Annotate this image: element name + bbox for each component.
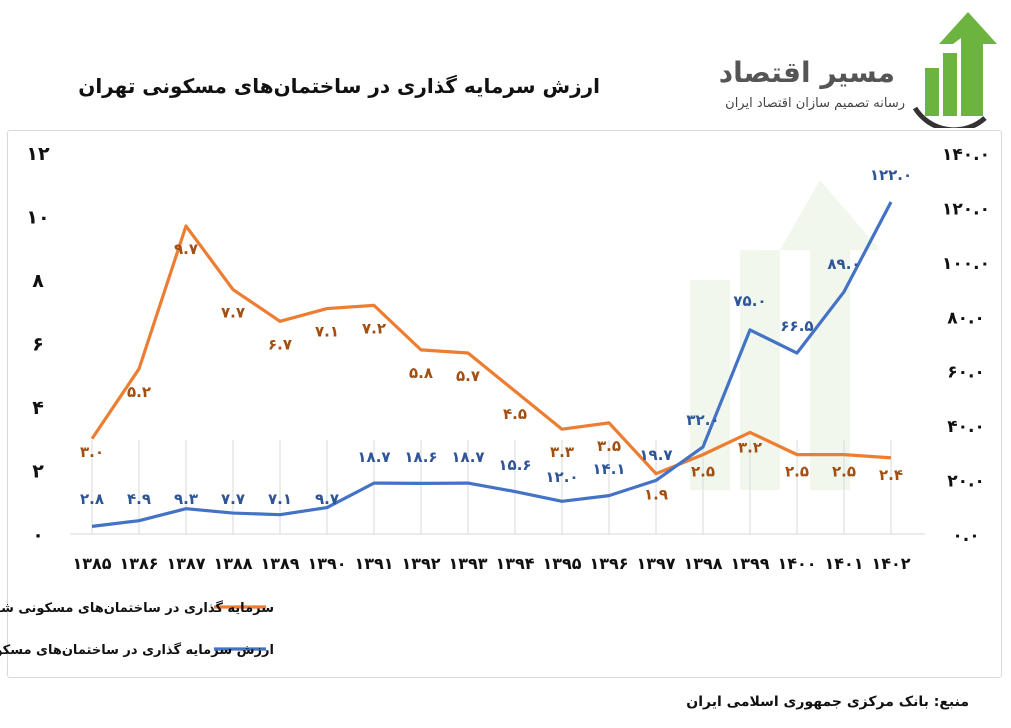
data-label: ۳۲.۰ <box>686 411 719 429</box>
x-tick-label: ۱۳۹۵ <box>542 554 581 573</box>
data-label: ۱۲.۰ <box>545 468 578 486</box>
data-label: ۷۵.۰ <box>733 292 766 310</box>
y-left-tick-label: ۶ <box>32 334 44 356</box>
data-label: ۷.۱ <box>315 323 339 341</box>
chart-frame <box>7 130 1002 678</box>
y-right-tick-label: ۱۴۰.۰ <box>942 145 990 165</box>
logo-name: مسیر اقتصاد <box>718 56 895 89</box>
data-label: ۴.۵ <box>503 405 527 423</box>
data-label: ۶.۷ <box>268 335 292 353</box>
y-right-tick-label: ۱۰۰.۰ <box>942 254 990 274</box>
legend-label: ارزش سرمایه گذاری در ساختمان‌های مسکونی … <box>0 642 274 658</box>
data-label: ۹.۷ <box>174 240 198 258</box>
data-label: ۵.۷ <box>456 367 480 385</box>
data-label: ۱۸.۷ <box>357 448 390 466</box>
data-label: ۹.۳ <box>174 490 198 508</box>
data-label: ۲.۵ <box>785 463 809 481</box>
y-right-tick-label: ۲۰.۰ <box>947 472 985 492</box>
legend-label: سرمایه گذاری در ساختمان‌های مسکونی شهری … <box>0 600 274 616</box>
data-label: ۵.۲ <box>127 383 151 401</box>
x-tick-label: ۱۳۸۸ <box>213 554 252 573</box>
x-tick-label: ۱۳۹۶ <box>589 554 628 573</box>
x-tick-label: ۱۳۹۳ <box>448 554 487 573</box>
data-label: ۷.۷ <box>221 490 245 508</box>
x-tick-label: ۱۴۰۱ <box>824 554 863 573</box>
x-tick-label: ۱۳۹۸ <box>683 554 722 573</box>
data-label: ۳.۲ <box>738 438 762 456</box>
data-label: ۷.۲ <box>362 319 386 337</box>
x-tick-label: ۱۳۹۱ <box>354 554 393 573</box>
x-tick-label: ۱۳۹۰ <box>307 554 346 573</box>
data-label: ۲.۵ <box>832 463 856 481</box>
x-tick-label: ۱۳۹۹ <box>730 554 769 573</box>
y-right-tick-label: ۸۰.۰ <box>947 308 985 328</box>
data-label: ۱۲۲.۰ <box>870 166 912 184</box>
x-tick-label: ۱۳۸۷ <box>166 554 205 573</box>
data-label: ۳.۵ <box>597 437 621 455</box>
y-left-tick-label: ۸ <box>32 270 44 292</box>
data-label: ۱.۹ <box>644 486 668 504</box>
source-note: منبع: بانک مرکزی جمهوری اسلامی ایران <box>686 694 969 710</box>
data-label: ۶۶.۵ <box>780 317 813 335</box>
data-label: ۲.۵ <box>691 463 715 481</box>
data-label: ۵.۸ <box>409 364 433 382</box>
logo-icon <box>912 12 997 133</box>
x-tick-label: ۱۴۰۰ <box>777 554 816 573</box>
data-label: ۱۸.۷ <box>451 448 484 466</box>
data-label: ۲.۴ <box>879 466 903 484</box>
x-tick-label: ۱۳۹۲ <box>401 554 440 573</box>
logo-tagline: رسانه تصمیم سازان اقتصاد ایران <box>725 96 905 111</box>
y-right-tick-label: ۰.۰ <box>952 526 979 546</box>
data-label: ۷.۷ <box>221 304 245 322</box>
x-tick-label: ۱۴۰۲ <box>871 554 910 573</box>
series-line-hemat <box>91 201 893 528</box>
series-line-dollar <box>90 224 892 476</box>
x-tick-label: ۱۳۸۹ <box>260 554 299 573</box>
y-left-tick-label: ۱۰ <box>26 207 49 229</box>
x-tick-label: ۱۳۸۶ <box>119 554 158 573</box>
watermark-logo <box>690 180 880 490</box>
data-label: ۸۹.۰ <box>827 255 860 273</box>
y-left-tick-label: ۴ <box>32 397 44 419</box>
x-tick-label: ۱۳۹۷ <box>636 554 675 573</box>
data-label: ۹.۷ <box>315 490 339 508</box>
data-label: ۲.۸ <box>80 490 104 508</box>
data-label: ۷.۱ <box>268 490 292 508</box>
data-label: ۱۹.۷ <box>639 446 672 464</box>
data-label: ۱۴.۱ <box>592 460 625 478</box>
y-left-tick-label: ۰ <box>32 524 44 546</box>
data-label: ۴.۹ <box>127 490 151 508</box>
data-label: ۳.۰ <box>80 443 104 461</box>
y-left-tick-label: ۲ <box>32 461 44 483</box>
y-right-tick-label: ۶۰.۰ <box>947 363 985 383</box>
page-title: ارزش سرمایه گذاری در ساختمان‌های مسکونی … <box>78 74 600 98</box>
x-tick-label: ۱۳۸۵ <box>72 554 111 573</box>
data-label: ۱۵.۶ <box>498 456 531 474</box>
data-label: ۱۸.۶ <box>404 448 437 466</box>
y-right-tick-label: ۱۲۰.۰ <box>942 199 990 219</box>
data-label: ۳.۳ <box>550 443 574 461</box>
y-right-tick-label: ۴۰.۰ <box>947 417 985 437</box>
logo: مسیر اقتصاد رسانه تصمیم سازان اقتصاد ایر… <box>705 8 1005 133</box>
x-tick-label: ۱۳۹۴ <box>495 554 534 573</box>
y-left-tick-label: ۱۲ <box>26 143 50 165</box>
